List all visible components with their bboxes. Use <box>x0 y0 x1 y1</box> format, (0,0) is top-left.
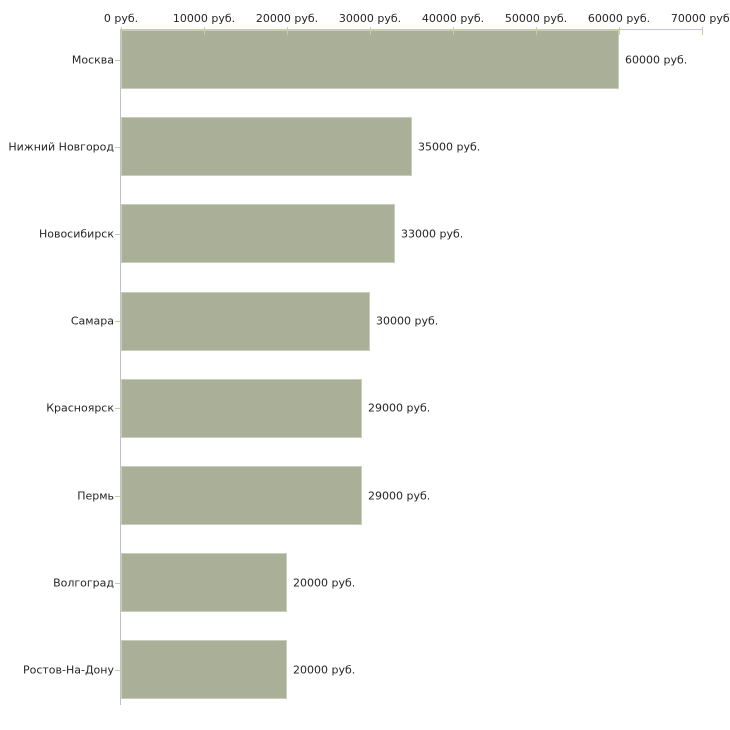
x-axis-line <box>121 29 703 30</box>
bar-value-label: 30000 руб. <box>376 314 439 328</box>
y-axis-tick <box>115 234 120 235</box>
bar[interactable] <box>121 466 362 525</box>
x-axis-tick <box>619 27 620 35</box>
x-axis-tick-label: 40000 руб. <box>421 12 485 25</box>
x-axis-tick <box>287 27 288 35</box>
x-axis-tick <box>370 27 371 35</box>
y-axis-tick <box>115 60 120 61</box>
category-label: Пермь <box>77 489 114 503</box>
bar[interactable] <box>121 30 619 89</box>
category-label: Нижний Новгород <box>8 140 114 154</box>
y-axis-tick <box>115 583 120 584</box>
category-label: Ростов-На-Дону <box>22 663 114 677</box>
bar-value-label: 29000 руб. <box>368 489 431 503</box>
x-axis-tick-label: 0 руб. <box>103 12 139 25</box>
bar-value-label: 35000 руб. <box>418 140 481 154</box>
bar[interactable] <box>121 379 362 438</box>
y-axis-tick <box>115 321 120 322</box>
bar[interactable] <box>121 292 370 351</box>
y-axis-line <box>120 29 121 705</box>
bar[interactable] <box>121 640 287 699</box>
bar[interactable] <box>121 117 412 176</box>
x-axis-tick <box>453 27 454 35</box>
x-axis-tick-label: 30000 руб. <box>338 12 402 25</box>
x-axis-tick-label: 60000 руб. <box>587 12 651 25</box>
x-axis-tick <box>536 27 537 35</box>
category-label: Красноярск <box>46 401 114 415</box>
bar-value-label: 33000 руб. <box>401 227 464 241</box>
bar[interactable] <box>121 204 395 263</box>
bar[interactable] <box>121 553 287 612</box>
y-axis-tick <box>115 670 120 671</box>
x-axis-tick-label: 70000 руб. <box>670 12 730 25</box>
category-label: Самара <box>70 314 114 328</box>
y-axis-tick <box>115 408 120 409</box>
y-axis-tick <box>115 147 120 148</box>
category-label: Новосибирск <box>38 227 114 241</box>
category-label: Волгоград <box>53 576 114 590</box>
y-axis-tick <box>115 496 120 497</box>
category-label: Москва <box>71 53 114 67</box>
x-axis-tick <box>204 27 205 35</box>
bar-value-label: 29000 руб. <box>368 401 431 415</box>
x-axis-tick <box>121 27 122 35</box>
x-axis-tick-label: 20000 руб. <box>255 12 319 25</box>
bar-value-label: 20000 руб. <box>293 576 356 590</box>
x-axis-tick-label: 10000 руб. <box>172 12 236 25</box>
x-axis-tick <box>702 27 703 35</box>
x-axis-tick-label: 50000 руб. <box>504 12 568 25</box>
bar-value-label: 60000 руб. <box>625 53 688 67</box>
bar-value-label: 20000 руб. <box>293 663 356 677</box>
